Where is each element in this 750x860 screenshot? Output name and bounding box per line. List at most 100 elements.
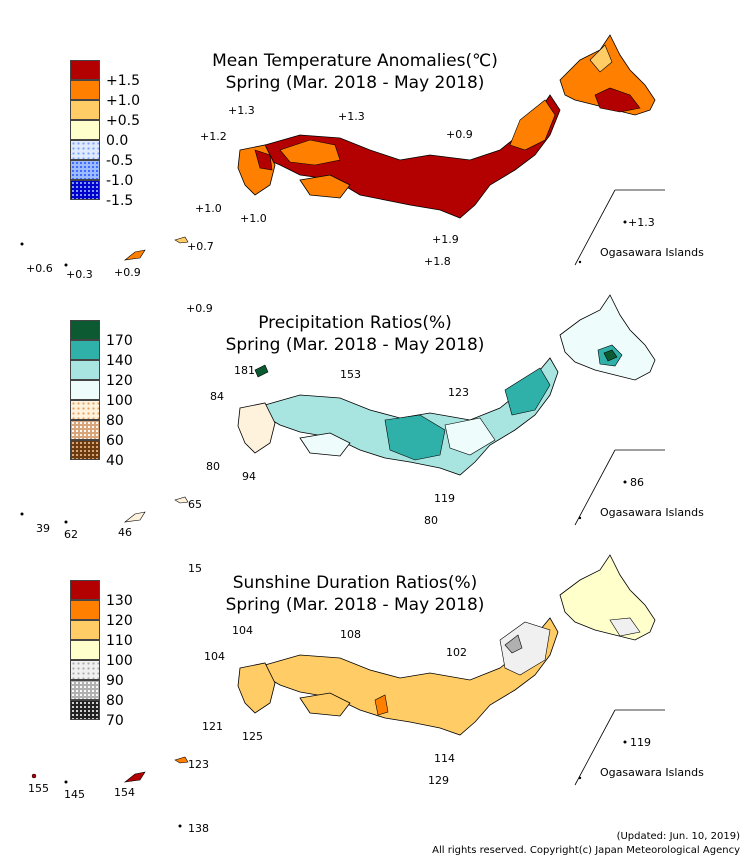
station-label: 138 [188,822,209,835]
legend-swatch-5 [70,680,100,700]
title-line2: Spring (Mar. 2018 - May 2018) [225,595,485,615]
legend-label-0: 130 [106,593,133,609]
legend-swatch-1 [70,80,100,100]
station-label: 15 [188,562,202,575]
ogasawara-label: Ogasawara Islands [600,766,704,779]
precipitation-panel: Precipitation Ratios(%) Spring (Mar. 201… [0,290,750,575]
legend-swatch-5 [70,160,100,180]
shikoku [299,692,351,717]
title-line2: Spring (Mar. 2018 - May 2018) [225,73,485,93]
legend-label-2: 110 [106,633,133,649]
station-label: 153 [340,368,361,381]
title-line2: Spring (Mar. 2018 - May 2018) [225,335,485,355]
footer: (Updated: Jun. 10, 2019) All rights rese… [432,830,740,858]
station-label: +0.9 [114,266,141,279]
station-label: 62 [64,528,78,541]
station-label: 46 [118,526,132,539]
station-label: 86 [630,476,644,489]
precipitation-title: Precipitation Ratios(%) Spring (Mar. 201… [180,312,530,356]
legend-swatch-0 [70,320,100,340]
ogasawara-label: Ogasawara Islands [600,506,704,519]
shikoku [299,174,351,199]
kyushu [237,402,276,454]
station-label: 108 [340,628,361,641]
legend-label-2: +0.5 [106,113,140,129]
legend-label-1: 120 [106,613,133,629]
legend-label-0: +1.5 [106,73,140,89]
legend-swatch-5 [70,420,100,440]
hokkaido [559,294,656,381]
hokkaido [559,34,656,116]
title-line1: Mean Temperature Anomalies(℃) [212,51,498,71]
legend-swatch-3 [70,120,100,140]
station-label: +1.0 [195,202,222,215]
legend-swatch-6 [70,440,100,460]
legend-swatch-3 [70,640,100,660]
station-label: +1.9 [432,233,459,246]
station-label: +1.2 [200,130,227,143]
legend-swatch-0 [70,60,100,80]
station-label: +1.3 [228,104,255,117]
legend-label-1: 140 [106,353,133,369]
station-label: 102 [446,646,467,659]
legend-swatch-4 [70,140,100,160]
updated-date: (Updated: Jun. 10, 2019) [616,831,740,842]
legend-label-0: 170 [106,333,133,349]
station-label: 181 [234,364,255,377]
station-label: 129 [428,774,449,787]
temperature-map [20,34,665,267]
legend-label-4: 80 [106,413,124,429]
station-label: 80 [206,460,220,473]
legend-label-3: 100 [106,393,133,409]
legend-label-5: 80 [106,693,124,709]
legend-label-5: -1.0 [106,173,134,189]
legend-swatch-0 [70,580,100,600]
legend-label-2: 120 [106,373,133,389]
hokkaido [559,554,656,641]
station-label: 114 [434,752,455,765]
station-label: 39 [36,522,50,535]
station-label: +0.9 [186,302,213,315]
legend-label-6: 70 [106,713,124,729]
station-label: 65 [188,498,202,511]
legend-swatch-1 [70,340,100,360]
station-label: +0.6 [26,262,53,275]
station-label: 155 [28,782,49,795]
station-label: 104 [232,624,253,637]
legend-label-3: 100 [106,653,133,669]
sunshine-panel: Sunshine Duration Ratios(%) Spring (Mar.… [0,550,750,835]
station-label: 119 [630,736,651,749]
station-label: 125 [242,730,263,743]
temperature-panel: Mean Temperature Anomalies(℃) Spring (Ma… [0,0,750,315]
precipitation-map [20,294,665,526]
station-label: 104 [204,650,225,663]
ogasawara-label: Ogasawara Islands [600,246,704,259]
legend-label-1: +1.0 [106,93,140,109]
station-label: 94 [242,470,256,483]
legend-swatch-6 [70,180,100,200]
station-label: +1.3 [338,110,365,123]
title-line1: Sunshine Duration Ratios(%) [232,573,478,593]
station-label: +1.8 [424,255,451,268]
kyushu [237,662,276,714]
legend-swatch-1 [70,600,100,620]
station-label: 145 [64,788,85,801]
station-label: +0.9 [446,128,473,141]
legend-swatch-2 [70,620,100,640]
sunshine-map [31,554,665,828]
station-label: 123 [448,386,469,399]
legend-label-4: -0.5 [106,153,134,169]
title-line1: Precipitation Ratios(%) [258,313,452,333]
station-label: +1.0 [240,212,267,225]
legend-label-5: 60 [106,433,124,449]
legend-label-6: -1.5 [106,193,134,209]
legend-swatch-6 [70,700,100,720]
copyright-notice: All rights reserved. Copyright(c) Japan … [432,845,740,856]
legend-swatch-2 [70,360,100,380]
station-label: 119 [434,492,455,505]
station-label: +1.3 [628,216,655,229]
station-label: 121 [202,720,223,733]
station-label: +0.3 [66,268,93,281]
legend-swatch-2 [70,100,100,120]
temperature-title: Mean Temperature Anomalies(℃) Spring (Ma… [180,50,530,94]
